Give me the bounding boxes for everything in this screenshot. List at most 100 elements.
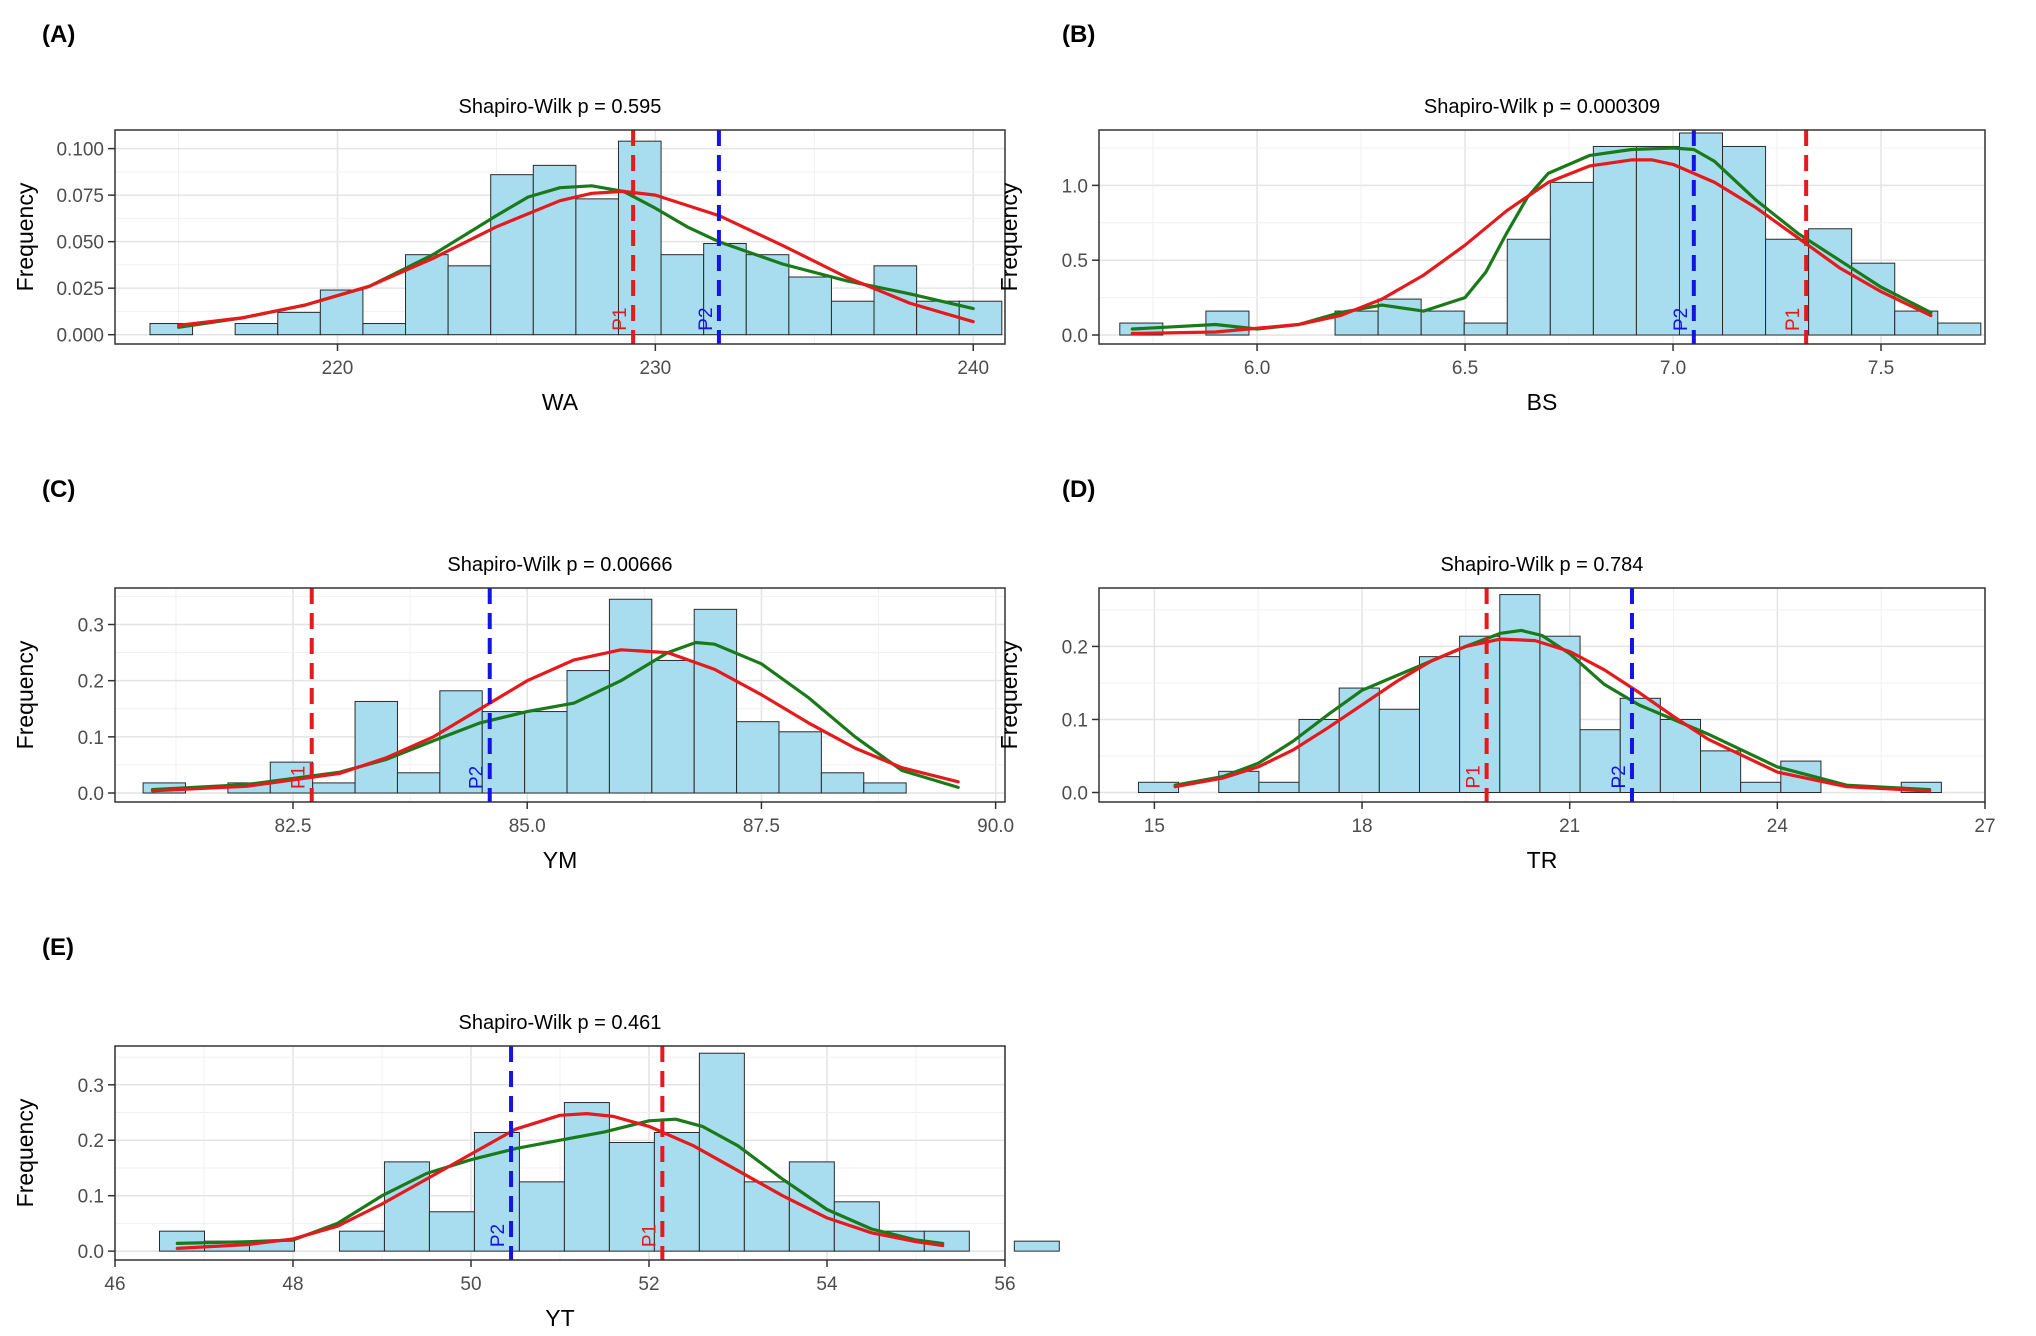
chart-1-xtick-label: 6.5 bbox=[1452, 358, 1478, 379]
chart-3-bar-14 bbox=[1700, 750, 1742, 794]
chart-2-ytick-label: 0.2 bbox=[78, 672, 104, 693]
chart-4-xtick-label: 52 bbox=[638, 1274, 659, 1295]
chart-2-bar-16 bbox=[820, 772, 865, 794]
chart-3-bar-7 bbox=[1418, 656, 1461, 794]
chart-3-ytick-label: 0.0 bbox=[1062, 784, 1088, 805]
chart-2-xlabel: YM bbox=[543, 847, 578, 873]
chart-3-vline-label-p1: P1 bbox=[1464, 765, 1485, 788]
chart-3-ytick-label: 0.1 bbox=[1062, 710, 1088, 731]
chart-2-title: Shapiro-Wilk p = 0.00666 bbox=[447, 554, 672, 576]
chart-1-xtick-label: 7.0 bbox=[1660, 358, 1686, 379]
chart-4-bar-15 bbox=[833, 1201, 880, 1252]
chart-4-ytick-label: 0.0 bbox=[78, 1242, 104, 1263]
chart-3: (D) P1 P2 15 18 21 24 27 0.0 0.1 0.2 Shapiro-Wilk p… bbox=[996, 476, 1996, 873]
chart-2-bar-17 bbox=[863, 782, 907, 794]
chart-3-ylabel: Frequency bbox=[996, 640, 1022, 749]
chart-4-curve-1 bbox=[175, 1111, 945, 1251]
chart-3-vline-label-p2: P2 bbox=[1609, 765, 1630, 788]
chart-0-bar-11 bbox=[617, 140, 662, 336]
chart-1-vline-label-p1: P1 bbox=[1783, 308, 1804, 331]
chart-0-ylabel: Frequency bbox=[12, 182, 38, 291]
chart-0-xtick-label: 220 bbox=[322, 358, 354, 379]
chart-2-xtick-label: 85.0 bbox=[509, 816, 546, 837]
chart-4-xlabel: YT bbox=[545, 1305, 574, 1331]
chart-0-bar-0 bbox=[149, 323, 194, 336]
chart-3-curve-1 bbox=[1173, 637, 1932, 793]
chart-4-xtick-label: 48 bbox=[282, 1274, 303, 1295]
chart-4-ytick-label: 0.1 bbox=[78, 1187, 104, 1208]
chart-3-xtick-label: 21 bbox=[1559, 816, 1580, 837]
chart-2-ylabel: Frequency bbox=[12, 640, 38, 749]
chart-4-bar-13 bbox=[743, 1181, 790, 1252]
chart-2-bar-5 bbox=[354, 700, 398, 794]
chart-0: (A) P1 P2 220 230 240 0.000 0.025 0.050 0.075 0.10… bbox=[12, 21, 1006, 415]
chart-0-bar-17 bbox=[873, 265, 918, 336]
chart-4-bar-19 bbox=[1013, 1240, 1060, 1252]
chart-1-bar-6 bbox=[1377, 298, 1422, 336]
chart-1-xtick-label: 7.5 bbox=[1868, 358, 1894, 379]
chart-2-ytick-label: 0.3 bbox=[78, 616, 104, 637]
chart-2-ytick-label: 0.0 bbox=[78, 784, 104, 805]
chart-0-bar-19 bbox=[958, 300, 1003, 336]
chart-1-xtick-label: 6.0 bbox=[1244, 358, 1270, 379]
chart-0-bar-16 bbox=[830, 300, 875, 336]
chart-0-vline-label-p1: P1 bbox=[610, 307, 631, 330]
chart-4-bar-6 bbox=[428, 1211, 475, 1252]
chart-0-curve-1 bbox=[177, 189, 975, 327]
chart-0-bar-15 bbox=[788, 276, 832, 336]
chart-2-curve-1 bbox=[150, 648, 960, 793]
chart-1-bar-11 bbox=[1592, 145, 1637, 336]
chart-0-panel-label: (A) bbox=[42, 21, 75, 48]
chart-4-bar-8 bbox=[518, 1181, 565, 1252]
chart-3-bar-3 bbox=[1258, 781, 1300, 794]
chart-4-xtick-label: 50 bbox=[460, 1274, 481, 1295]
chart-2-bar-6 bbox=[396, 772, 441, 794]
chart-2-bar-11 bbox=[608, 598, 653, 794]
chart-0-bar-8 bbox=[490, 174, 534, 336]
chart-2-bar-15 bbox=[778, 731, 822, 794]
chart-2-bar-4 bbox=[312, 782, 356, 794]
chart-4-vline-label-p1: P1 bbox=[639, 1224, 660, 1247]
chart-1-ytick-label: 0.5 bbox=[1062, 251, 1088, 272]
chart-4-bar-9 bbox=[563, 1102, 610, 1252]
chart-1: (B) P1 P2 6.0 6.5 7.0 7.5 0.0 0.5 1.0 Shapiro-Wilk… bbox=[996, 21, 1986, 415]
chart-1-panel-label: (B) bbox=[1062, 21, 1095, 48]
chart-3-ytick-label: 0.2 bbox=[1062, 637, 1088, 658]
chart-0-bar-5 bbox=[362, 323, 407, 336]
chart-0-bar-4 bbox=[319, 289, 364, 336]
chart-3-title: Shapiro-Wilk p = 0.784 bbox=[1441, 554, 1644, 576]
chart-1-bar-19 bbox=[1937, 322, 1982, 336]
chart-0-ytick-label: 0.100 bbox=[56, 140, 104, 161]
chart-0-xlabel: WA bbox=[542, 389, 579, 415]
chart-4-curve-0 bbox=[175, 1117, 945, 1246]
chart-0-xtick-label: 230 bbox=[640, 358, 672, 379]
chart-4-panel-border bbox=[114, 1045, 1006, 1261]
chart-1-ylabel: Frequency bbox=[996, 182, 1022, 291]
chart-2-bar-9 bbox=[524, 711, 568, 794]
chart-3-xtick-label: 18 bbox=[1351, 816, 1372, 837]
chart-0-bar-7 bbox=[447, 265, 492, 336]
chart-1-bar-17 bbox=[1851, 262, 1896, 336]
chart-4-xtick-label: 54 bbox=[816, 1274, 838, 1295]
chart-4-bar-10 bbox=[608, 1141, 655, 1252]
chart-2-panel-label: (C) bbox=[42, 476, 75, 503]
chart-3-bar-12 bbox=[1619, 697, 1661, 794]
chart-1-bar-15 bbox=[1765, 238, 1810, 336]
chart-3-panel-label: (D) bbox=[1062, 476, 1095, 503]
chart-2-ytick-label: 0.1 bbox=[78, 728, 104, 749]
chart-1-ytick-label: 0.0 bbox=[1062, 326, 1088, 347]
chart-1-title: Shapiro-Wilk p = 0.000309 bbox=[1424, 96, 1660, 118]
chart-3-bar-8 bbox=[1459, 635, 1501, 794]
chart-4: (E) P1 P2 46 48 50 52 54 56 0.0 0.1 0.2 0.3 Shapiro-W… bbox=[12, 934, 1060, 1331]
chart-4-xtick-label: 56 bbox=[994, 1274, 1015, 1295]
chart-3-bar-9 bbox=[1499, 594, 1541, 794]
chart-1-bar-13 bbox=[1678, 132, 1724, 336]
chart-1-vline-label-p2: P2 bbox=[1671, 308, 1692, 331]
chart-2-xtick-label: 82.5 bbox=[275, 816, 312, 837]
chart-3-bar-10 bbox=[1539, 635, 1581, 794]
chart-2-bar-7 bbox=[439, 690, 483, 794]
chart-4-ytick-label: 0.2 bbox=[78, 1131, 104, 1152]
chart-3-xlabel: TR bbox=[1527, 847, 1558, 873]
chart-3-curve-0 bbox=[1173, 628, 1932, 792]
